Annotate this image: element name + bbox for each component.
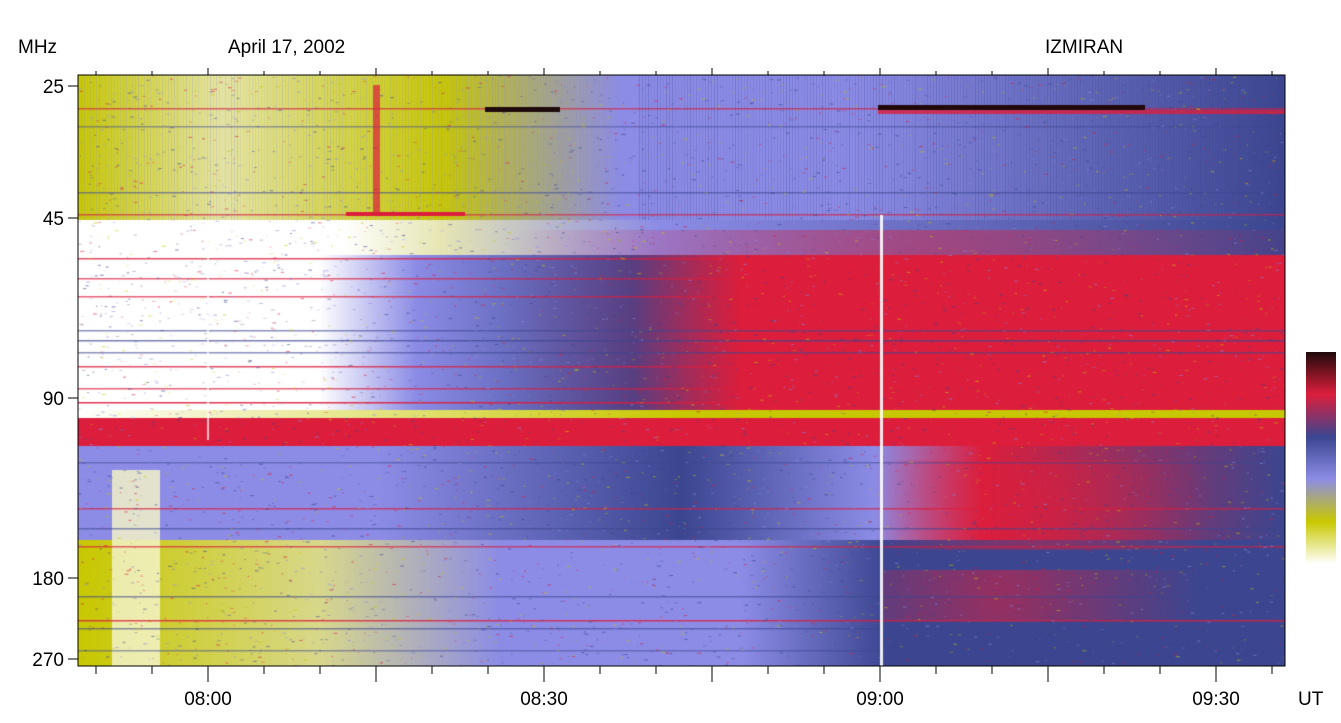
frequency-axis: 25 45 90 180 270 bbox=[32, 77, 78, 671]
spectrogram bbox=[78, 75, 1285, 666]
frequency-tick-label: 270 bbox=[32, 650, 64, 671]
frequency-unit-label: MHz bbox=[18, 37, 57, 58]
time-tick-label: 09:30 bbox=[1192, 689, 1240, 710]
frequency-tick-label: 25 bbox=[43, 77, 64, 98]
colorbar-gradient bbox=[1306, 352, 1336, 564]
frequency-tick-label: 90 bbox=[43, 389, 64, 410]
time-tick-label: 08:30 bbox=[520, 689, 568, 710]
spectrogram-image bbox=[78, 75, 1285, 666]
time-tick-label: 08:00 bbox=[184, 689, 232, 710]
frequency-tick-label: 45 bbox=[43, 209, 64, 230]
time-tick-label: 09:00 bbox=[856, 689, 904, 710]
time-axis-label: UT bbox=[1298, 689, 1324, 710]
observatory-name: IZMIRAN bbox=[1045, 37, 1123, 58]
time-axis: 08:00 08:30 09:00 09:30 bbox=[95, 68, 1273, 710]
observation-date: April 17, 2002 bbox=[228, 37, 345, 58]
frequency-tick-label: 180 bbox=[32, 569, 64, 590]
intensity-colorbar bbox=[1306, 352, 1336, 564]
plot-frame bbox=[77, 74, 1286, 667]
